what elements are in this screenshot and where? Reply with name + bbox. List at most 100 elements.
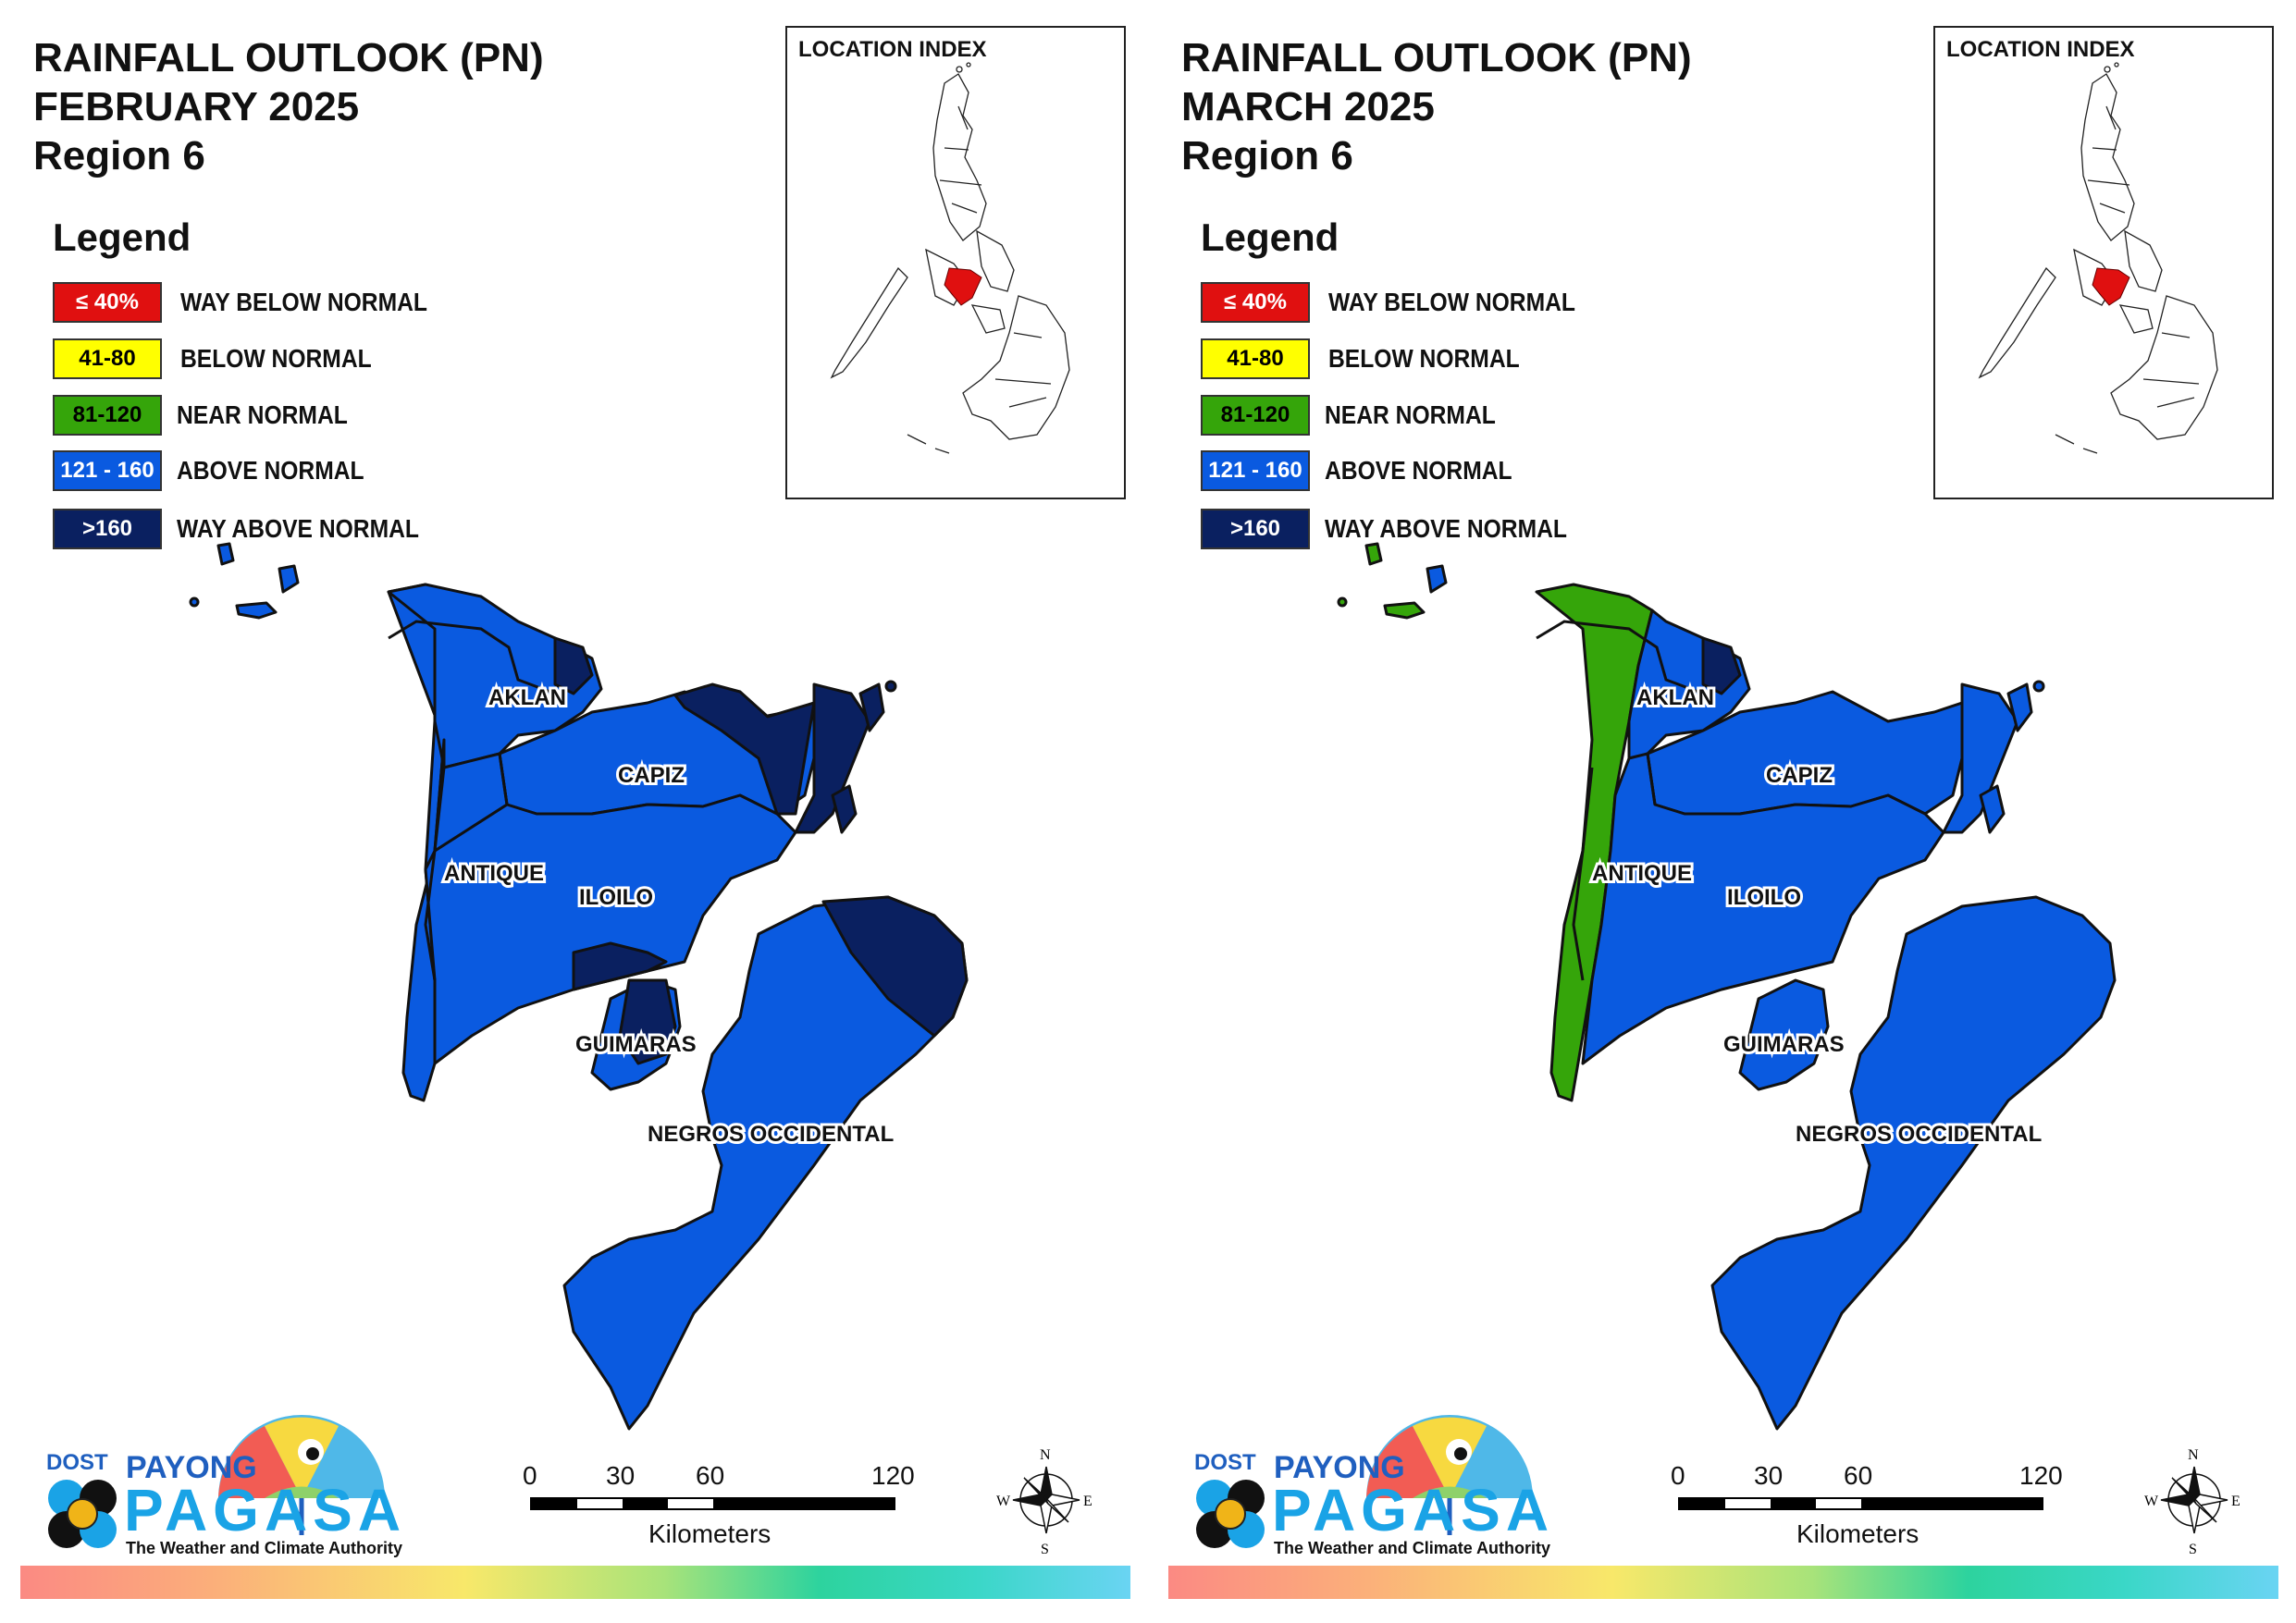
scale-bar [1678,1497,2043,1510]
legend-label: ABOVE NORMAL [1325,456,1512,485]
outlook-panel-february: RAINFALL OUTLOOK (PN) FEBRUARY 2025 Regi… [20,26,1130,1599]
compass-n: N [1040,1447,1051,1463]
compass-w: W [2144,1494,2159,1509]
legend-label: NEAR NORMAL [1325,400,1496,429]
philippines-outline-map [830,62,1070,454]
title-line-2: MARCH 2025 [1181,84,1435,129]
pagasa-logo: DOST PAYONG PAGASA The Weather and Clima… [33,1387,403,1563]
location-index-inset: LOCATION INDEX [1933,26,2274,499]
compass-rose-icon: N E S W [996,1447,1092,1557]
region-6-highlight [2092,267,2130,306]
compass-s: S [1041,1542,1049,1557]
region-6-map: AKLAN CAPIZ ANTIQUE ILOILO GUIMARAS NEGR… [1337,542,2117,1431]
logo-pagasa: PAGASA [124,1477,407,1543]
region-6-highlight [944,267,982,306]
title-line-2: FEBRUARY 2025 [33,84,360,129]
map-title: RAINFALL OUTLOOK (PN) MARCH 2025 Region … [1181,33,1692,180]
scale-tick: 60 [696,1461,725,1490]
inset-title: LOCATION INDEX [798,37,987,62]
region-6-map: AKLAN CAPIZ ANTIQUE ILOILO GUIMARAS NEGR… [189,542,969,1431]
way-above-negros-patch [821,895,969,1038]
scale-tick: 30 [1754,1461,1784,1490]
rainbow-bar [1168,1566,2278,1599]
legend-label: WAY BELOW NORMAL [180,288,427,316]
logo-tagline: The Weather and Climate Authority [1274,1539,1551,1557]
island-patch [1942,682,2019,834]
legend-swatch: 41-80 [1201,338,1310,379]
scale-tick: 120 [2019,1461,2063,1490]
compass-e: E [2231,1494,2240,1509]
way-above-patch [794,682,871,834]
title-line-3: Region 6 [33,133,205,178]
legend-label: WAY ABOVE NORMAL [177,514,419,543]
pagasa-logo: DOST PAYONG PAGASA The Weather and Clima… [1181,1387,1551,1563]
philippines-outline-map [1978,62,2218,454]
umbrella-icon [48,1415,385,1548]
scale-tick: 120 [871,1461,915,1490]
scale-bar [530,1497,895,1510]
island-patch [1383,601,1426,620]
label-iloilo: ILOILO [1727,885,1801,910]
guimaras-province [1738,978,1830,1091]
label-antique: ANTIQUE [1592,861,1692,886]
label-negros-occidental: NEGROS OCCIDENTAL [1796,1122,2042,1147]
legend-label: BELOW NORMAL [1328,344,1520,373]
inset-title: LOCATION INDEX [1946,37,2135,62]
logo-payong: PAYONG [126,1450,257,1485]
island-patch [216,542,235,566]
legend-swatch: 121 - 160 [1201,450,1310,491]
legend-title: Legend [53,215,191,259]
compass-s: S [2189,1542,2197,1557]
legend-swatch: >160 [53,509,162,549]
compass-rose-icon: N E S W [2144,1447,2240,1557]
iloilo-province [424,793,797,1065]
antique-east [433,738,509,853]
way-above-guimaras-patch [618,978,677,1065]
outlook-panel-march: RAINFALL OUTLOOK (PN) MARCH 2025 Region … [1148,0,2296,1623]
title-line-1: RAINFALL OUTLOOK (PN) [1181,35,1692,80]
legend-swatch: ≤ 40% [1201,282,1310,323]
way-above-iloilo-patch [572,941,668,991]
label-aklan: AKLAN [488,685,566,710]
legend-label: WAY BELOW NORMAL [1328,288,1575,316]
legend-swatch: 81-120 [53,395,162,436]
scale-tick: 0 [1671,1461,1685,1490]
legend-label: WAY ABOVE NORMAL [1325,514,1567,543]
logo-dost: DOST [1194,1450,1256,1475]
umbrella-icon [1196,1415,1533,1548]
island-patch [278,564,300,594]
negros-occidental-province [1710,895,2117,1431]
legend-label: BELOW NORMAL [180,344,372,373]
label-negros-occidental: NEGROS OCCIDENTAL [648,1122,894,1147]
scale-tick: 60 [1844,1461,1873,1490]
island-patch [1364,542,1383,566]
legend-label: ABOVE NORMAL [177,456,364,485]
iloilo-province [1581,752,1945,1065]
compass-n: N [2188,1447,2199,1463]
way-above-capiz-patch [673,682,816,816]
island-patch [1426,564,1448,594]
legend-swatch: ≤ 40% [53,282,162,323]
label-antique: ANTIQUE [444,861,544,886]
label-guimaras: GUIMARAS [1723,1032,1845,1057]
label-capiz: CAPIZ [618,763,685,788]
title-line-3: Region 6 [1181,133,1353,178]
rainbow-bar [20,1566,1130,1599]
scale-tick: 30 [606,1461,636,1490]
logo-dost: DOST [46,1450,108,1475]
label-guimaras: GUIMARAS [575,1032,697,1057]
island-patch [235,601,278,620]
legend-label: NEAR NORMAL [177,400,348,429]
scale-unit: Kilometers [1796,1519,1920,1548]
compass-e: E [1083,1494,1092,1509]
title-line-1: RAINFALL OUTLOOK (PN) [33,35,544,80]
logo-payong: PAYONG [1274,1450,1405,1485]
aklan-province [387,583,603,769]
compass-w: W [996,1494,1011,1509]
label-capiz: CAPIZ [1766,763,1833,788]
scale-unit: Kilometers [648,1519,772,1548]
logo-tagline: The Weather and Climate Authority [126,1539,403,1557]
legend-title: Legend [1201,215,1339,259]
map-title: RAINFALL OUTLOOK (PN) FEBRUARY 2025 Regi… [33,33,544,180]
label-iloilo: ILOILO [579,885,653,910]
